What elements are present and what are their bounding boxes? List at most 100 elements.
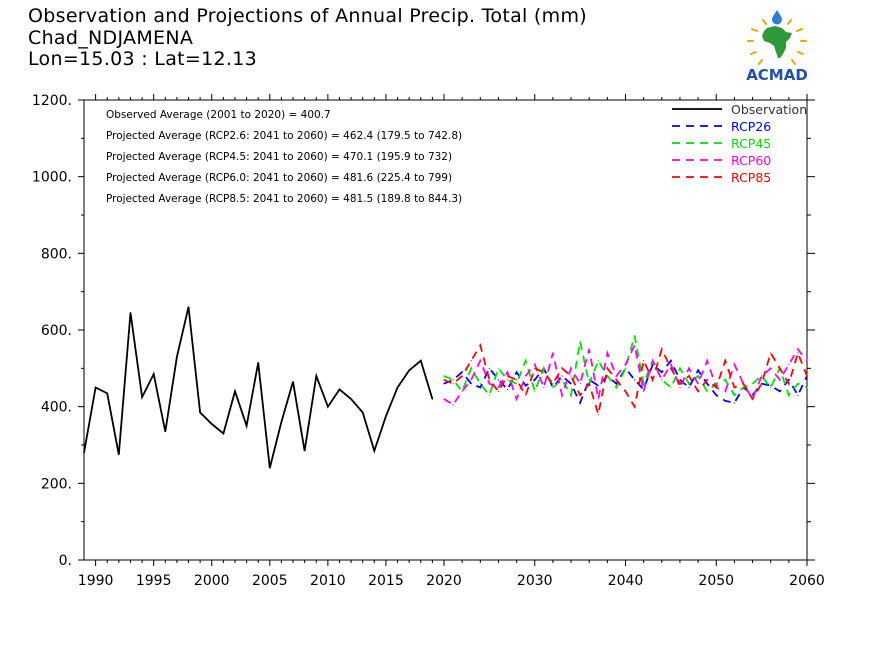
x-tick-label: 2060 xyxy=(789,573,825,589)
data-point-rcp45 xyxy=(579,340,581,343)
data-point-rcp60 xyxy=(770,367,772,369)
x-tick-label: 2040 xyxy=(608,573,644,589)
data-point-rcp45 xyxy=(543,367,545,369)
data-point-rcp85 xyxy=(588,383,590,385)
data-point-rcp85 xyxy=(561,367,563,369)
series-line-observation xyxy=(83,306,434,469)
data-point-rcp26 xyxy=(706,383,708,385)
data-point-observation xyxy=(396,386,399,389)
data-point-rcp45 xyxy=(724,379,726,381)
data-point-rcp45 xyxy=(615,386,618,389)
logo-text: ACMAD xyxy=(746,66,808,84)
data-point-rcp45 xyxy=(516,383,518,385)
data-point-rcp85 xyxy=(715,386,717,389)
water-drop-icon xyxy=(772,10,782,25)
acmad-logo: ACMAD xyxy=(746,10,808,84)
chart-series xyxy=(83,306,808,469)
data-point-rcp26 xyxy=(724,400,726,402)
data-point-rcp45 xyxy=(443,375,445,377)
data-point-rcp60 xyxy=(488,383,490,385)
x-tick-label: 2010 xyxy=(310,573,346,589)
data-point-rcp85 xyxy=(543,371,545,373)
data-point-rcp26 xyxy=(561,375,563,377)
data-point-rcp60 xyxy=(561,394,563,396)
data-point-rcp26 xyxy=(497,379,500,381)
data-point-rcp85 xyxy=(534,367,536,369)
data-point-rcp45 xyxy=(561,379,563,381)
data-point-rcp45 xyxy=(679,367,681,369)
data-point-rcp45 xyxy=(479,383,481,385)
data-point-observation xyxy=(408,369,410,371)
data-point-rcp85 xyxy=(443,379,445,381)
data-point-rcp26 xyxy=(525,384,527,387)
data-point-rcp85 xyxy=(552,383,554,385)
data-point-observation xyxy=(431,398,433,400)
data-point-rcp85 xyxy=(761,383,763,385)
data-point-rcp45 xyxy=(670,386,672,389)
data-point-rcp85 xyxy=(606,367,608,369)
data-point-rcp45 xyxy=(806,386,808,389)
data-point-rcp60 xyxy=(525,375,527,377)
data-point-rcp60 xyxy=(615,375,618,377)
data-point-rcp45 xyxy=(643,383,645,385)
data-point-rcp60 xyxy=(624,363,627,366)
station-name: Chad_NDJAMENA xyxy=(28,26,194,49)
data-point-rcp60 xyxy=(643,390,645,392)
data-point-rcp60 xyxy=(652,360,654,362)
data-point-observation xyxy=(373,450,375,452)
data-point-rcp26 xyxy=(633,379,636,381)
x-tick-label: 2020 xyxy=(426,573,462,589)
data-point-rcp60 xyxy=(479,360,481,362)
data-point-observation xyxy=(257,361,259,364)
data-point-rcp60 xyxy=(543,386,545,389)
x-tick-label: 2030 xyxy=(517,573,553,589)
data-point-rcp26 xyxy=(733,402,736,404)
data-point-rcp26 xyxy=(788,379,790,381)
data-point-rcp85 xyxy=(751,398,754,400)
africa-map-icon xyxy=(762,26,792,58)
data-point-rcp85 xyxy=(570,375,572,377)
data-point-rcp85 xyxy=(742,383,745,385)
x-tick-label: 1995 xyxy=(136,573,172,589)
data-point-observation xyxy=(118,453,120,456)
data-point-rcp45 xyxy=(733,394,736,396)
data-point-rcp45 xyxy=(488,394,490,396)
x-tick-label: 1990 xyxy=(78,573,114,589)
annotation-text: Projected Average (RCP4.5: 2041 to 2060)… xyxy=(106,151,452,163)
data-point-rcp26 xyxy=(506,388,509,391)
data-point-observation xyxy=(420,360,422,362)
data-point-rcp60 xyxy=(806,360,808,362)
data-point-rcp26 xyxy=(516,371,518,373)
data-point-rcp45 xyxy=(534,390,536,392)
data-point-rcp60 xyxy=(461,390,463,392)
data-point-rcp45 xyxy=(470,367,472,369)
data-point-rcp85 xyxy=(516,379,518,381)
x-tick-label: 2050 xyxy=(698,573,734,589)
data-point-rcp26 xyxy=(615,383,618,385)
data-point-rcp26 xyxy=(679,379,681,381)
data-point-rcp60 xyxy=(588,348,590,350)
data-point-rcp45 xyxy=(633,335,636,337)
data-point-rcp26 xyxy=(797,394,799,396)
data-point-rcp85 xyxy=(615,379,618,381)
data-point-rcp45 xyxy=(624,367,627,369)
legend-label: Observation xyxy=(731,102,807,117)
data-point-observation xyxy=(327,406,329,408)
data-point-rcp60 xyxy=(606,352,608,354)
data-point-rcp85 xyxy=(661,348,663,350)
chart-title: Observation and Projections of Annual Pr… xyxy=(28,5,587,27)
data-point-rcp85 xyxy=(461,375,463,377)
data-point-rcp26 xyxy=(597,384,599,387)
data-point-rcp85 xyxy=(788,383,790,385)
data-point-rcp85 xyxy=(724,360,726,362)
data-point-rcp60 xyxy=(570,367,572,369)
data-point-observation xyxy=(245,425,248,427)
data-point-rcp85 xyxy=(652,379,654,381)
y-tick-label: 200. xyxy=(41,476,72,492)
data-point-observation xyxy=(141,396,143,398)
data-point-rcp45 xyxy=(506,379,509,381)
data-point-rcp26 xyxy=(697,369,699,371)
y-tick-label: 400. xyxy=(41,400,72,416)
data-point-rcp45 xyxy=(797,383,799,385)
y-tick-label: 600. xyxy=(41,323,72,339)
